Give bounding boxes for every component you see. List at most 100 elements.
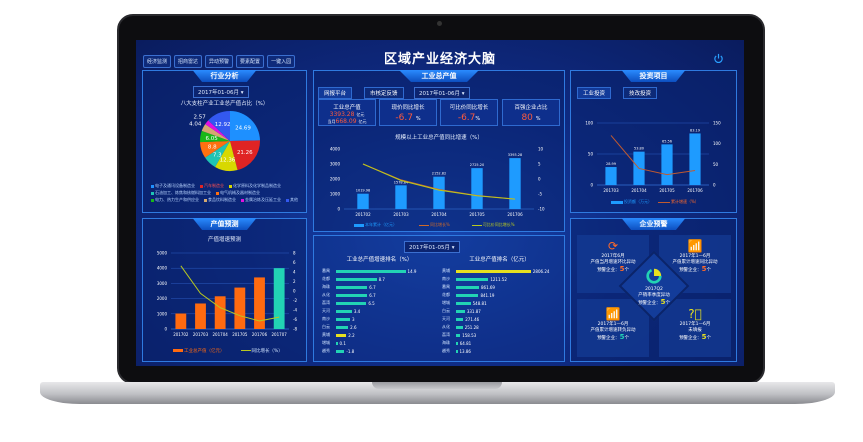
warning-card-negative[interactable]: 📶 2017年1—6月 产值累计增速转负异动 预警企业：5个 <box>577 299 649 357</box>
nav-investment-radar[interactable]: 招商雷达 <box>174 55 203 68</box>
panel-title: 企业预警 <box>621 218 686 230</box>
ranking-row: 黄埔 2.2 <box>322 332 355 338</box>
investment-chart: 0 50 100 0 50 100 150 28.99 53.80 65.56 83.19 20170… <box>585 121 721 194</box>
ranking-row: 花都 8.7 <box>322 276 385 282</box>
bar-label: 65.56 <box>662 139 672 143</box>
y2-tick-label: 50 <box>713 162 719 167</box>
bar <box>605 167 617 185</box>
ranking-row: 天河 271.46 <box>442 316 480 322</box>
ranking-bar <box>336 333 347 337</box>
bar <box>195 303 206 329</box>
camera <box>437 21 442 26</box>
kpi-value: -6.7 <box>457 113 476 123</box>
warning-card-unreported[interactable]: ?⃝ 2017年1—6月 未填报 预警企业：5个 <box>659 299 731 357</box>
y2-tick-label: -5 <box>538 192 542 197</box>
ranking-title: 工业总产值增速排名（%） <box>346 257 413 263</box>
ranking-bar <box>456 325 463 329</box>
ranking-row: 番禺 14.9 <box>322 268 417 274</box>
x-tick-label: 201703 <box>393 212 409 217</box>
y-tick-label: 3000 <box>157 281 168 286</box>
kpi-value: -6.7 <box>395 113 413 123</box>
bar <box>395 185 407 209</box>
bar <box>273 268 285 329</box>
ranking-row: 白云 2.6 <box>322 324 357 330</box>
ranking-bar <box>336 309 352 313</box>
pie-slice <box>200 141 230 158</box>
ranking-row: 南沙 1211.52 <box>442 276 507 282</box>
date-select[interactable]: 2017年01-06月 ▾ <box>193 86 249 98</box>
legend-item[interactable]: 电气机械及器材制造业 <box>216 190 260 196</box>
tab-online-report[interactable]: 网报平台 <box>318 87 353 99</box>
y2-tick-label: -2 <box>293 298 297 303</box>
y2-tick-label: 8 <box>293 251 296 256</box>
pie-slice <box>208 111 230 141</box>
bar-label: 83.19 <box>690 128 700 132</box>
nav-resource-allocation[interactable]: 要素配置 <box>236 55 265 68</box>
y2-tick-label: 4 <box>293 270 296 275</box>
x-tick-label: 201706 <box>252 332 268 337</box>
series-line <box>610 135 696 176</box>
y2-tick-label: -4 <box>293 308 297 313</box>
y2-tick-label: 150 <box>713 121 721 126</box>
x-tick-label: 201704 <box>431 212 447 217</box>
tab-city-feedback[interactable]: 市核定反馈 <box>364 87 404 99</box>
nav-anomaly-warning[interactable]: 异动预警 <box>205 55 234 68</box>
x-tick-label: 201705 <box>232 332 248 337</box>
y2-tick-label: 5 <box>538 162 541 167</box>
chart-title: 规模以上工业总产值同比增速（%） <box>395 135 483 141</box>
y-tick-label: 4000 <box>330 147 341 152</box>
investment-panel: 投资项目 工业投资 技改投资 0 50 100 0 50 100 150 28.99 53.80… <box>570 70 737 213</box>
nav-economic-monitor[interactable]: 经济监测 <box>143 55 172 68</box>
bar-growth-icon: 📶 <box>687 239 703 253</box>
nav-one-click-park[interactable]: 一键入园 <box>267 55 296 68</box>
ranking-panel: 2017年01-05月 ▾ 工业总产值增速排名（%） 番禺 14.9 花都 8.7 海珠 6… <box>313 235 565 362</box>
ranking-bar <box>456 317 464 321</box>
legend-item[interactable]: 食品饮料制造业 <box>204 197 236 203</box>
legend-item[interactable]: 石油加工、炼焦和核燃料加工业 <box>151 190 211 196</box>
tab-industrial-investment[interactable]: 工业投资 <box>577 87 612 99</box>
laptop-notch <box>372 382 502 389</box>
ranking-row: 南沙 3 <box>322 316 355 322</box>
legend-item[interactable]: 金属冶炼及压延工业 <box>241 197 281 203</box>
pie-title: 八大支柱产业工业总产值占比（%） <box>180 101 269 107</box>
ranking-row: 海珠 64.81 <box>442 340 472 346</box>
legend-item[interactable]: 电子及通讯设备制造业 <box>151 183 195 189</box>
bar <box>471 168 483 209</box>
legend-item[interactable]: 电力、热力生产和供应业 <box>151 197 199 203</box>
bar-label: 2725.20 <box>470 163 484 167</box>
panel-title: 行业分析 <box>192 70 257 82</box>
page-title: 区域产业经济大脑 <box>383 52 496 67</box>
x-tick-label: 201704 <box>213 332 229 337</box>
rank-date-select[interactable]: 2017年01-05月 ▾ <box>404 241 460 253</box>
tab-tech-investment[interactable]: 技改投资 <box>623 87 658 99</box>
pie-icon <box>646 268 662 284</box>
x-tick-label: 201706 <box>507 212 523 217</box>
pie-slice <box>205 120 230 141</box>
legend-item[interactable]: 汽车制造业 <box>200 183 224 189</box>
question-icon: ?⃝ <box>688 307 702 321</box>
y-tick-label: 100 <box>585 121 593 126</box>
dashboard-screen: 区域产业经济大脑 经济监测 招商雷达 异动预警 要素配置 一键入园 行业分析 2… <box>136 40 744 366</box>
top-nav: 经济监测 招商雷达 异动预警 要素配置 一键入园 <box>143 55 296 68</box>
legend-item[interactable]: 其他 <box>286 197 298 203</box>
y2-tick-label: 6 <box>293 260 296 265</box>
ranking-bar <box>336 317 350 321</box>
legend-item[interactable]: 化学原料及化学制品制造业 <box>229 183 281 189</box>
y2-tick-label: -10 <box>538 207 545 212</box>
pie-label: 6.05 <box>205 136 218 142</box>
legend-bar: 工业总产值（亿元） <box>173 348 225 354</box>
kpi-monthly-value: 668.09 <box>335 118 357 125</box>
ranking-bar <box>456 293 479 297</box>
power-icon[interactable] <box>713 53 724 64</box>
pie-legend: 电子及通讯设备制造业 汽车制造业 化学原料及化学制品制造业石油加工、炼焦和核燃料加工… <box>151 183 306 203</box>
pie-slice <box>200 130 230 143</box>
warning-card-quarterly[interactable]: 2017Q2 产销率季度异动 预警企业：5个 <box>621 267 687 306</box>
pie-slice <box>215 141 238 171</box>
y2-tick-label: 0 <box>293 289 296 294</box>
date-value: 2017年01-06月 <box>198 90 239 96</box>
date-select[interactable]: 2017年01-06月 ▾ <box>414 87 470 99</box>
forecast-panel: 产值预测 产值增速预测 0 1000 2000 3000 4000 5000 -8 -6 -4 -… <box>142 218 307 362</box>
x-tick-label: 201702 <box>355 212 371 217</box>
y2-tick-label: -8 <box>293 327 297 332</box>
ranking-bar <box>336 325 349 329</box>
